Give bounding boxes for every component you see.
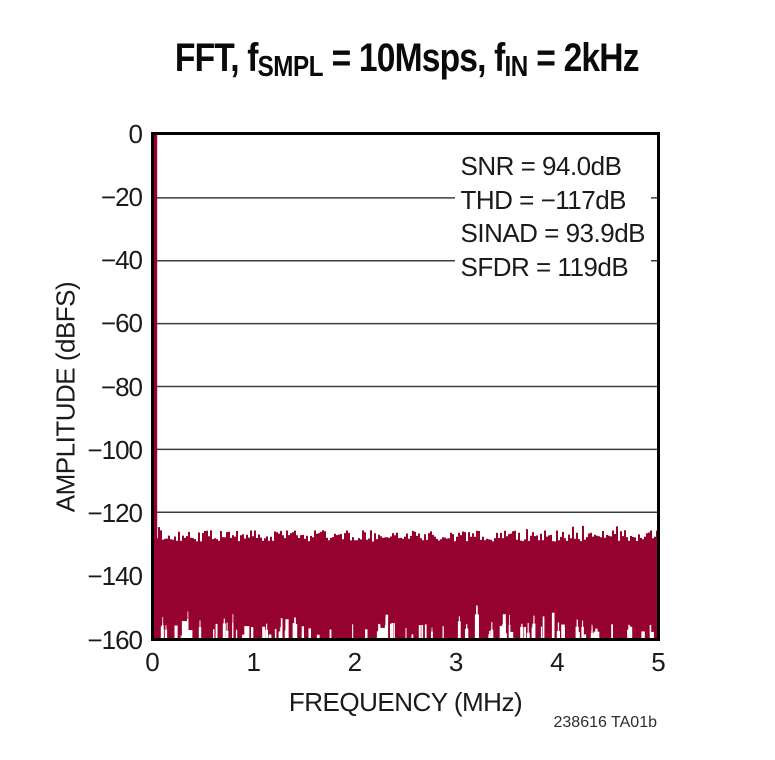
y-tick-label: −140: [87, 561, 143, 592]
chart-title-sub-smpl: SMPL: [257, 50, 324, 83]
y-tick-label: −160: [87, 624, 143, 655]
x-tick-label: 5: [651, 647, 666, 677]
x-tick-label: 4: [550, 647, 565, 677]
stats-annotation: SNR = 94.0dB THD = −117dB SINAD = 93.9dB…: [454, 150, 651, 284]
y-tick-label: 0: [128, 118, 144, 149]
y-tick-label: −40: [100, 245, 143, 275]
chart-title-sub-in: IN: [504, 50, 528, 83]
y-tick-label: −100: [87, 434, 143, 465]
stat-sfdr: SFDR = 119dB: [460, 251, 629, 282]
x-tick-label: 2: [347, 647, 363, 677]
chart-title-text: = 2kHz: [527, 36, 639, 80]
x-tick-label: 3: [448, 647, 464, 677]
stat-sinad: SINAD = 93.9dB: [460, 218, 646, 248]
y-tick-label: −60: [100, 308, 143, 339]
figure-caption: 238616 TA01b: [553, 714, 658, 731]
stat-snr: SNR = 94.0dB: [460, 151, 622, 181]
y-axis-title: AMPLITUDE (dBFS): [50, 281, 81, 513]
y-tick-label: −20: [100, 181, 143, 212]
fft-spectrum-plot: [154, 135, 657, 638]
x-axis-title: FREQUENCY (MHz): [288, 687, 523, 717]
x-tick-label: 0: [145, 647, 160, 677]
y-tick-label: −80: [100, 371, 143, 402]
plot-area: SNR = 94.0dB THD = −117dB SINAD = 93.9dB…: [151, 132, 660, 641]
chart-title: FFT, fSMPL = 10Msps, fIN = 2kHz: [174, 36, 640, 83]
chart-title-text: FFT, f: [174, 36, 259, 80]
stat-thd: THD = −117dB: [460, 184, 627, 215]
chart-title-text: = 10Msps, f: [323, 36, 506, 80]
x-tick-label: 1: [246, 647, 261, 677]
y-tick-label: −120: [87, 498, 143, 528]
